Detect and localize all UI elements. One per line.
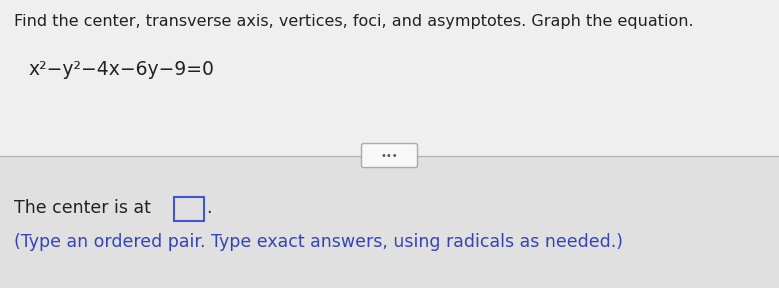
FancyBboxPatch shape [361, 143, 418, 168]
Text: Find the center, transverse axis, vertices, foci, and asymptotes. Graph the equa: Find the center, transverse axis, vertic… [14, 14, 693, 29]
Bar [0, 156, 779, 288]
Text: (Type an ordered pair. Type exact answers, using radicals as needed.): (Type an ordered pair. Type exact answer… [14, 232, 623, 251]
Text: The center is at: The center is at [14, 198, 157, 217]
Text: x²−y²−4x−6y−9=0: x²−y²−4x−6y−9=0 [28, 60, 214, 79]
Text: .: . [206, 198, 212, 217]
Text: •••: ••• [381, 151, 398, 160]
FancyBboxPatch shape [174, 196, 204, 221]
Bar [0, 0, 779, 156]
